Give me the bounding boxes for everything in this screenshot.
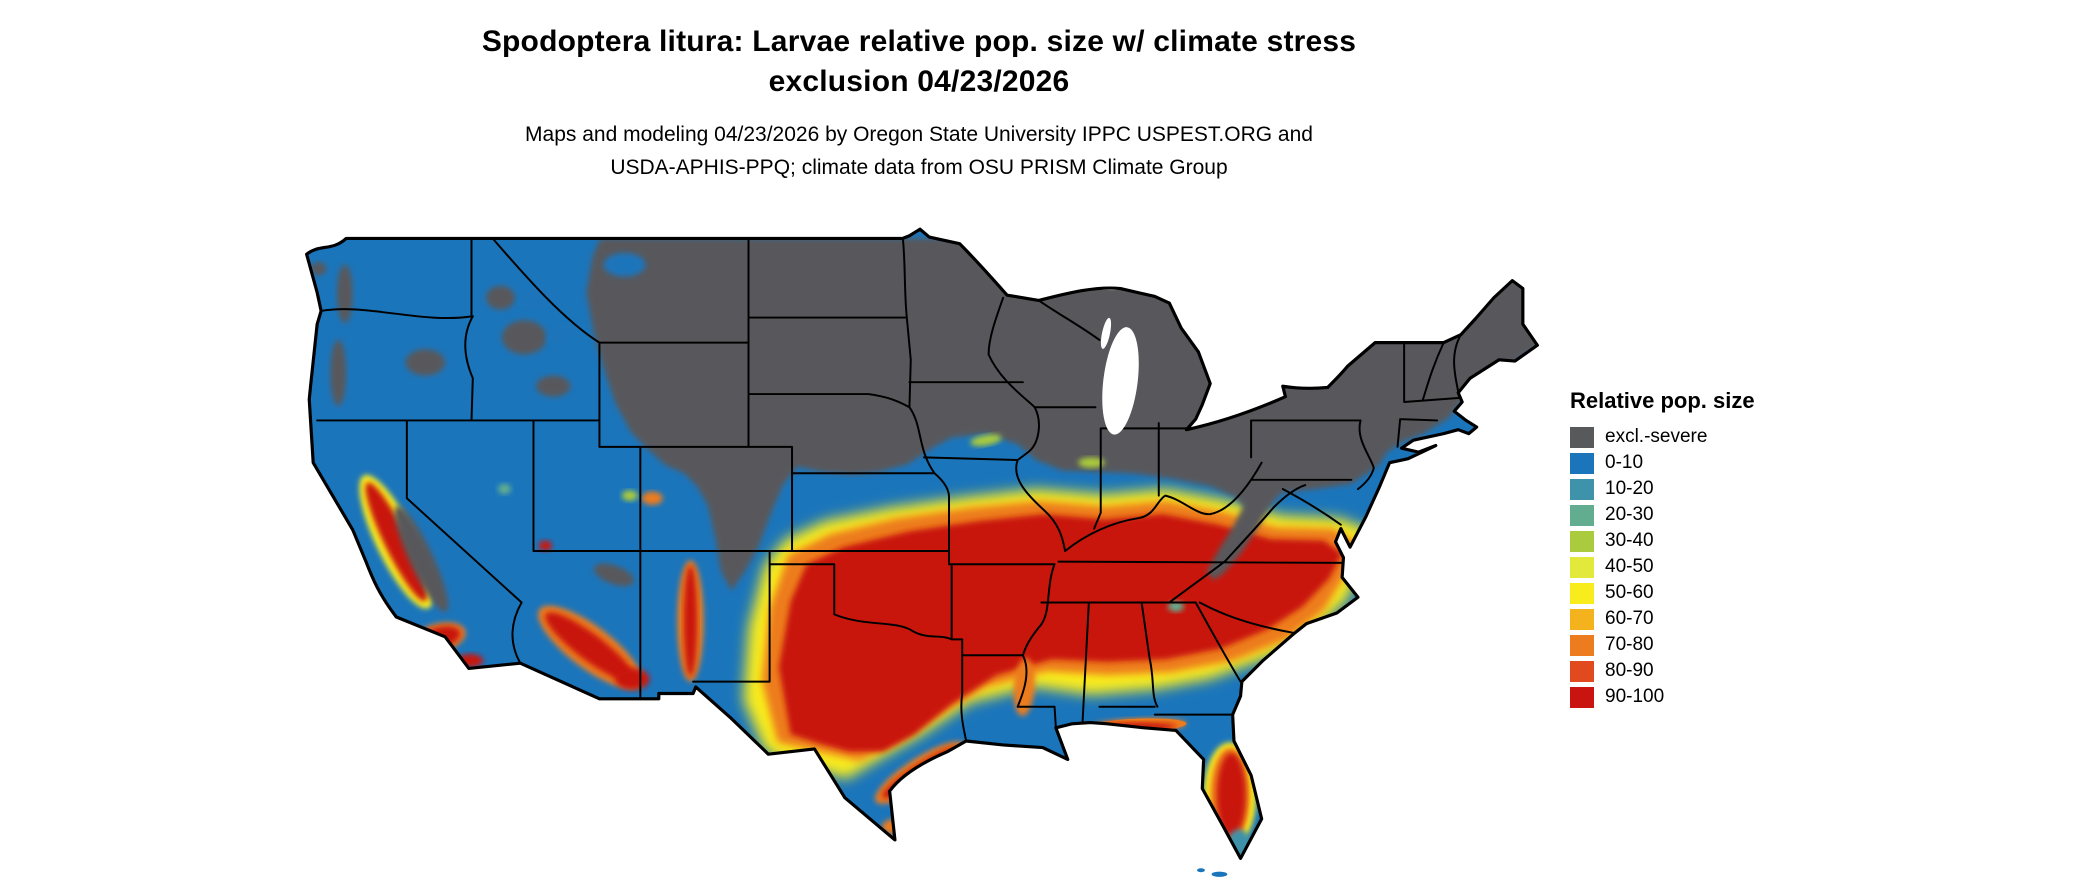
- legend-label: excl.-severe: [1605, 426, 1708, 447]
- us-map: [305, 227, 1539, 877]
- legend-swatch: [1570, 556, 1594, 578]
- legend: Relative pop. size excl.-severe 0-10 10-…: [1570, 388, 1830, 710]
- title-line-2: exclusion 04/23/2026: [768, 65, 1070, 98]
- legend-swatch: [1570, 634, 1594, 656]
- legend-label: 40-50: [1605, 556, 1654, 577]
- state-borders-east: [1168, 333, 1462, 683]
- legend-label: 10-20: [1605, 478, 1654, 499]
- legend-item: 0-10: [1570, 450, 1830, 476]
- legend-label: 80-90: [1605, 660, 1654, 681]
- legend-label: 50-60: [1605, 582, 1654, 603]
- green-bay: [1100, 317, 1112, 349]
- legend-title: Relative pop. size: [1570, 388, 1755, 413]
- legend-item: 80-90: [1570, 658, 1830, 684]
- legend-label: 90-100: [1605, 686, 1665, 707]
- legend-label: 30-40: [1605, 530, 1654, 551]
- legend-swatch: [1570, 582, 1594, 604]
- legend-item: 50-60: [1570, 580, 1830, 606]
- page-subtitle: Maps and modeling 04/23/2026 by Oregon S…: [0, 118, 1838, 184]
- subtitle-line-1: Maps and modeling 04/23/2026 by Oregon S…: [525, 123, 1313, 146]
- legend-swatch: [1570, 504, 1594, 526]
- legend-item: excl.-severe: [1570, 424, 1830, 450]
- legend-item: 40-50: [1570, 554, 1830, 580]
- map-raster-layers: [306, 229, 1538, 859]
- legend-item: 10-20: [1570, 476, 1830, 502]
- lake-huron: [1204, 307, 1253, 366]
- legend-swatch: [1570, 530, 1594, 552]
- legend-swatch: [1570, 452, 1594, 474]
- legend-item: 70-80: [1570, 632, 1830, 658]
- legend-swatch: [1570, 478, 1594, 500]
- legend-item: 90-100: [1570, 684, 1830, 710]
- state-borders-west: [316, 237, 964, 700]
- legend-item: 20-30: [1570, 502, 1830, 528]
- florida-keys: [1197, 868, 1228, 877]
- page-title: Spodoptera litura: Larvae relative pop. …: [0, 22, 1838, 102]
- subtitle-line-2: USDA-APHIS-PPQ; climate data from OSU PR…: [610, 156, 1228, 179]
- legend-label: 20-30: [1605, 504, 1654, 525]
- legend-item: 60-70: [1570, 606, 1830, 632]
- legend-label: 70-80: [1605, 634, 1654, 655]
- legend-item: 30-40: [1570, 528, 1830, 554]
- title-line-1: Spodoptera litura: Larvae relative pop. …: [481, 25, 1357, 58]
- legend-label: 0-10: [1605, 452, 1644, 473]
- legend-swatch: [1570, 608, 1594, 630]
- legend-swatch: [1570, 686, 1594, 708]
- lake-michigan: [1102, 327, 1139, 435]
- legend-swatch: [1570, 426, 1594, 448]
- lake-superior: [1010, 239, 1152, 291]
- legend-label: 60-70: [1605, 608, 1654, 629]
- legend-swatch: [1570, 660, 1594, 682]
- state-borders-central: [908, 296, 1349, 742]
